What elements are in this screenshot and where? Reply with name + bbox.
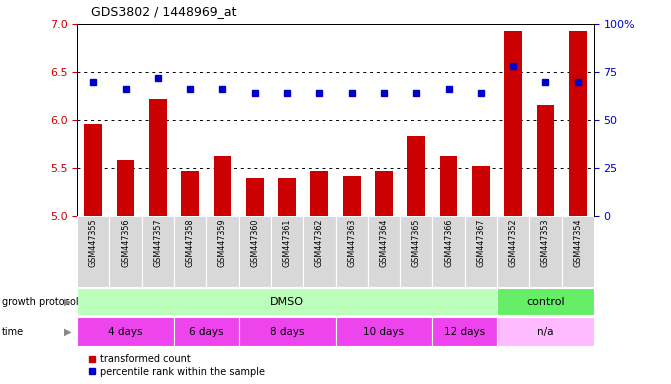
Text: GSM447357: GSM447357 [154,218,162,267]
Legend: transformed count, percentile rank within the sample: transformed count, percentile rank withi… [89,354,266,377]
Text: GSM447364: GSM447364 [379,218,389,267]
Text: n/a: n/a [537,327,554,337]
Bar [77,317,174,346]
Bar [497,317,594,346]
Text: growth protocol: growth protocol [2,296,79,307]
Bar [85,124,102,216]
Text: GSM447363: GSM447363 [347,218,356,267]
Bar [174,317,239,346]
Bar [271,216,303,287]
Text: 10 days: 10 days [364,327,405,337]
Bar [497,288,594,315]
Bar [407,136,425,216]
Text: 12 days: 12 days [444,327,485,337]
Bar [174,216,207,287]
Text: time: time [2,327,24,337]
Text: GSM447366: GSM447366 [444,218,453,267]
Text: GSM447365: GSM447365 [412,218,421,267]
Text: ▶: ▶ [64,327,72,337]
Bar [311,171,328,216]
Text: 6 days: 6 days [189,327,223,337]
Bar [375,171,393,216]
Bar [432,317,497,346]
Bar [529,216,562,287]
Bar [207,216,239,287]
Text: GSM447352: GSM447352 [509,218,517,267]
Bar [504,31,522,216]
Bar [109,216,142,287]
Bar [497,216,529,287]
Bar [77,216,109,287]
Text: DMSO: DMSO [270,296,304,307]
Text: 4 days: 4 days [108,327,143,337]
Bar [432,216,465,287]
Text: GSM447354: GSM447354 [573,218,582,267]
Bar [368,216,400,287]
Bar [537,105,554,216]
Text: GSM447358: GSM447358 [186,218,195,267]
Text: GSM447362: GSM447362 [315,218,324,267]
Bar [246,178,264,216]
Bar [562,216,594,287]
Bar [303,216,336,287]
Text: GSM447356: GSM447356 [121,218,130,267]
Bar [77,288,497,315]
Bar [239,317,336,346]
Bar [239,216,271,287]
Bar [149,99,167,216]
Bar [465,216,497,287]
Bar [336,216,368,287]
Bar [181,171,199,216]
Text: GSM447361: GSM447361 [282,218,292,267]
Bar [569,31,586,216]
Text: 8 days: 8 days [270,327,305,337]
Text: GDS3802 / 1448969_at: GDS3802 / 1448969_at [91,5,236,18]
Bar [343,176,360,216]
Bar [440,156,458,216]
Bar [213,156,231,216]
Text: GSM447353: GSM447353 [541,218,550,267]
Bar [472,166,490,216]
Text: GSM447367: GSM447367 [476,218,485,267]
Bar [117,160,134,216]
Text: ▶: ▶ [64,296,72,307]
Text: GSM447355: GSM447355 [89,218,98,267]
Text: GSM447359: GSM447359 [218,218,227,267]
Bar [336,317,432,346]
Bar [278,178,296,216]
Text: control: control [526,296,565,307]
Bar [400,216,432,287]
Bar [142,216,174,287]
Text: GSM447360: GSM447360 [250,218,259,267]
